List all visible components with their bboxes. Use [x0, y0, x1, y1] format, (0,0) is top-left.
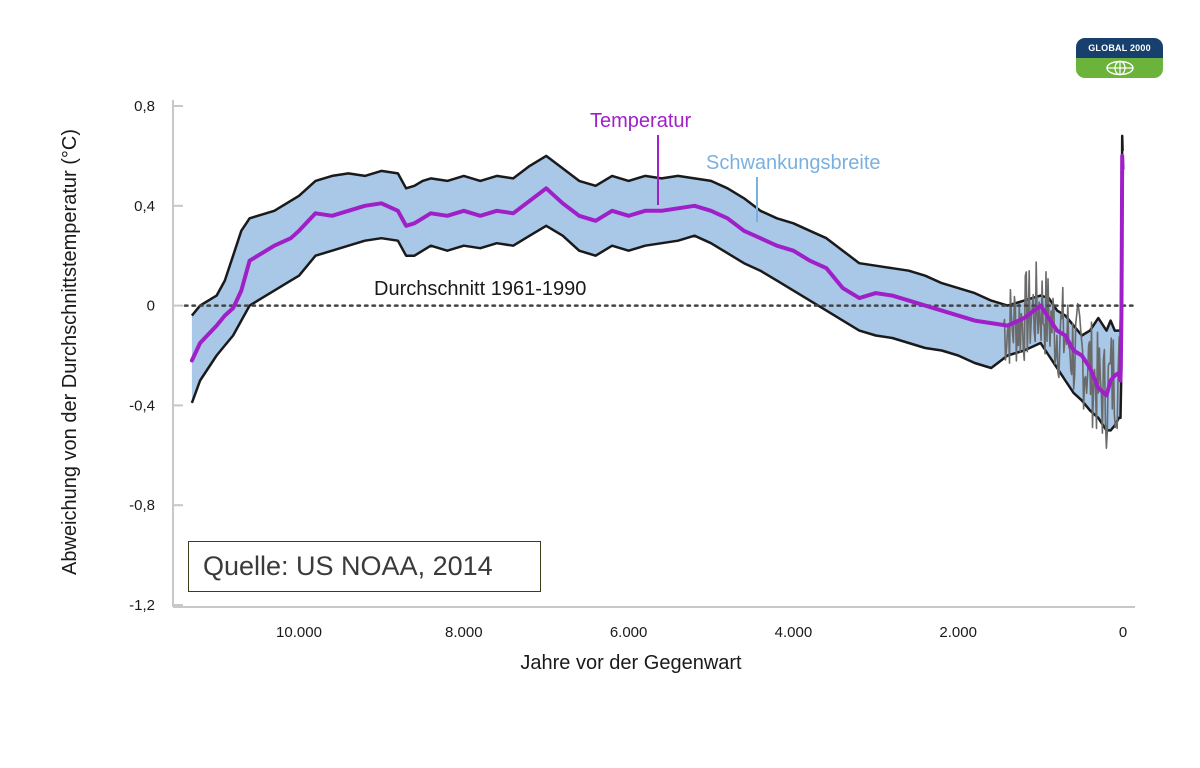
y-tick-label: -0,8	[129, 497, 155, 514]
x-tick-label: 2.000	[939, 624, 977, 641]
logo-text: GLOBAL 2000	[1076, 38, 1163, 58]
instrumental-trace	[1002, 261, 1121, 449]
source-label: Quelle: US NOAA, 2014	[188, 541, 541, 592]
x-tick-label: 0	[1119, 624, 1127, 641]
annotation-baseline: Durchschnitt 1961-1990	[374, 278, 586, 300]
range-lower-edge	[190, 192, 1124, 432]
x-tick-label: 4.000	[775, 624, 813, 641]
range-band	[191, 135, 1123, 431]
temperature-line	[189, 153, 1125, 398]
instrumental-layer	[1002, 261, 1121, 449]
x-tick-label: 8.000	[445, 624, 483, 641]
x-tick-label: 10.000	[276, 624, 322, 641]
tick-labels: 0,8 0,4 0 -0,4 -0,8 -1,2 10.000 8.000 6.000 4.000…	[129, 98, 1127, 641]
y-tick-label: 0	[147, 298, 155, 315]
temperature-line-layer	[183, 153, 1137, 398]
x-axis-title: Jahre vor der Gegenwart	[520, 652, 742, 674]
x-tick-label: 6.000	[610, 624, 648, 641]
y-tick-label: 0,4	[134, 198, 155, 215]
annotation-range: Schwankungsbreite	[706, 152, 881, 174]
global2000-logo: GLOBAL 2000	[1076, 38, 1163, 78]
y-tick-label: -0,4	[129, 397, 155, 414]
y-tick-label: -1,2	[129, 597, 155, 614]
y-axis-title: Abweichung von der Durchschnittstemperat…	[59, 129, 81, 575]
axes	[172, 100, 1135, 608]
globe-icon	[1076, 58, 1163, 78]
annotation-temperature: Temperatur	[590, 110, 691, 132]
y-tick-label: 0,8	[134, 98, 155, 115]
